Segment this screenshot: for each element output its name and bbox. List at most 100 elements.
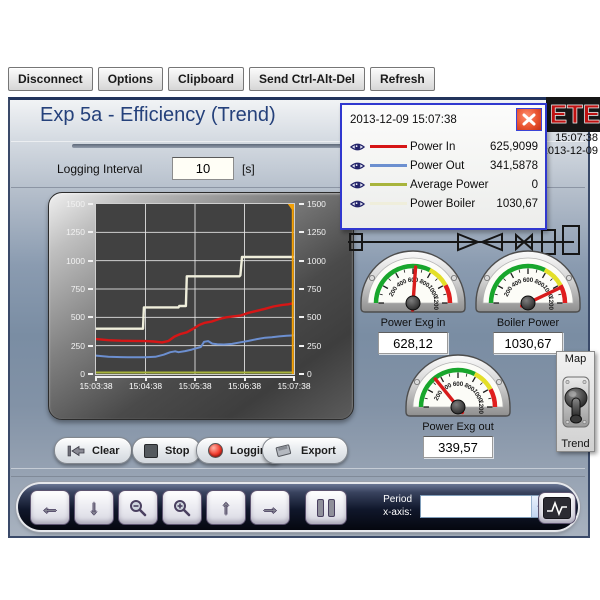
logging-interval-input[interactable] (172, 157, 234, 180)
clear-button[interactable]: Clear (54, 437, 132, 464)
legend-row: Power Boiler 1030,67 (342, 194, 545, 213)
svg-text:800: 800 (418, 278, 431, 290)
title-underline (11, 141, 585, 142)
disconnect-button[interactable]: Disconnect (8, 67, 93, 91)
period-dropdown-value (421, 496, 531, 517)
stop-button[interactable]: Stop (132, 437, 202, 464)
x-axis-labels: 15:03:38 15:04:38 15:05:38 15:06:38 15:07:38 (79, 377, 311, 393)
legend-line-1 (370, 164, 407, 167)
svg-text:400: 400 (511, 278, 524, 290)
svg-text:200: 200 (433, 389, 445, 402)
options-button[interactable]: Options (97, 67, 164, 91)
zoom-in-icon (174, 499, 191, 516)
pan-left-button[interactable]: ← (30, 490, 70, 525)
legend-line-2 (370, 183, 407, 186)
svg-text:1200: 1200 (547, 296, 554, 310)
export-button[interactable]: Export (262, 437, 348, 464)
graph-nav-toolbar: ← ↓ ↑ → Period x-axis: (18, 484, 578, 530)
ete-logo: ETE (546, 97, 600, 132)
toggle-label-trend: Trend (561, 438, 590, 450)
svg-text:800: 800 (463, 382, 476, 394)
stop-icon (144, 443, 158, 458)
legend-series-value: 625,9099 (490, 140, 538, 153)
record-led-icon (208, 443, 223, 458)
gauge-boiler-power: 200 400 600 800 1000 1200 Boiler Power 1030,6… (472, 249, 584, 354)
export-button-label: Export (301, 444, 336, 457)
period-x-axis-label: Period x-axis: (383, 494, 412, 518)
legend-row: Average Power 0 (342, 175, 545, 194)
legend-timestamp: 2013-12-09 15:07:38 (350, 114, 457, 126)
page-title: Exp 5a - Efficiency (Trend) (40, 104, 276, 126)
svg-text:800: 800 (533, 278, 546, 290)
y-axis-left-labels: 0 250 500 750 1000 1250 1500 (53, 193, 93, 419)
legend-series-name: Power In (410, 140, 456, 153)
period-dropdown[interactable] (420, 495, 550, 518)
svg-text:1200: 1200 (477, 400, 484, 414)
left-arrow-icon: ← (40, 496, 60, 519)
gauge-value-field: 339,57 (423, 436, 493, 458)
map-trend-toggle: Map Trend (556, 351, 595, 452)
gauge-power-exg-out: 200 400 600 800 1000 1200 Power Exg out 339,5… (402, 353, 514, 458)
legend-row: Power In 625,9099 (342, 137, 545, 156)
y-axis-right-labels: 0 250 500 750 1000 1250 1500 (297, 193, 341, 419)
legend-series-value: 1030,67 (496, 197, 538, 210)
legend-series-value: 341,5878 (490, 159, 538, 172)
clock-time: 15:07:38 (555, 132, 598, 144)
refresh-button[interactable]: Refresh (370, 67, 435, 91)
zoom-out-button[interactable] (118, 490, 158, 525)
svg-text:1200: 1200 (432, 296, 439, 310)
svg-text:200: 200 (388, 285, 400, 298)
svg-text:400: 400 (441, 382, 454, 394)
toggle-label-map: Map (564, 353, 587, 365)
logging-interval-label: Logging Interval (57, 162, 143, 176)
pan-right-button[interactable]: → (250, 490, 290, 525)
pause-icon (317, 498, 324, 517)
legend-series-name: Power Out (410, 159, 465, 172)
legend-series-name: Power Boiler (410, 197, 476, 210)
legend-line-0 (370, 145, 407, 148)
zoom-in-button[interactable] (162, 490, 202, 525)
send-ctrl-alt-del-button[interactable]: Send Ctrl-Alt-Del (249, 67, 366, 91)
pause-icon (328, 498, 335, 517)
vnc-toolbar: Disconnect Options Clipboard Send Ctrl-A… (8, 67, 435, 91)
zoom-out-icon (130, 499, 147, 516)
toggle-switch-icon[interactable] (561, 374, 591, 430)
close-icon[interactable] (516, 108, 542, 131)
visibility-eye-icon[interactable] (349, 141, 366, 153)
visibility-eye-icon[interactable] (349, 179, 366, 191)
legend-series-name: Average Power (410, 178, 489, 191)
x-glyph (522, 113, 536, 126)
gauge-label: Power Exg out (422, 421, 494, 433)
trend-plot-area[interactable] (95, 203, 295, 375)
pan-down-button[interactable]: ↓ (74, 490, 114, 525)
visibility-eye-icon[interactable] (349, 160, 366, 172)
legend-popup: 2013-12-09 15:07:38 Power In 625,9099 Po… (340, 103, 547, 230)
visibility-eye-icon[interactable] (349, 198, 366, 210)
pause-button[interactable] (305, 490, 347, 525)
window-highlight-streak (11, 468, 585, 469)
down-arrow-icon: ↓ (89, 496, 99, 519)
clock-date: 2013-12-09 (541, 145, 598, 157)
gauge-value-field: 628,12 (378, 332, 448, 354)
section-divider (11, 187, 585, 188)
title-divider-bar (72, 144, 546, 148)
stop-button-label: Stop (165, 444, 190, 457)
snapshot-trend-button[interactable] (538, 492, 576, 524)
right-arrow-icon: → (260, 496, 280, 519)
up-arrow-icon: ↑ (221, 496, 231, 519)
gauge-label: Boiler Power (496, 317, 560, 329)
legend-line-3 (370, 202, 407, 205)
clear-button-label: Clear (92, 444, 120, 457)
pan-up-button[interactable]: ↑ (206, 490, 246, 525)
legend-row: Power Out 341,5878 (342, 156, 545, 175)
legend-series-value: 0 (531, 178, 538, 191)
clipboard-button[interactable]: Clipboard (168, 67, 245, 91)
trend-series-svg (96, 204, 294, 374)
process-schematic (348, 225, 580, 255)
logging-interval-unit: [s] (242, 162, 255, 176)
